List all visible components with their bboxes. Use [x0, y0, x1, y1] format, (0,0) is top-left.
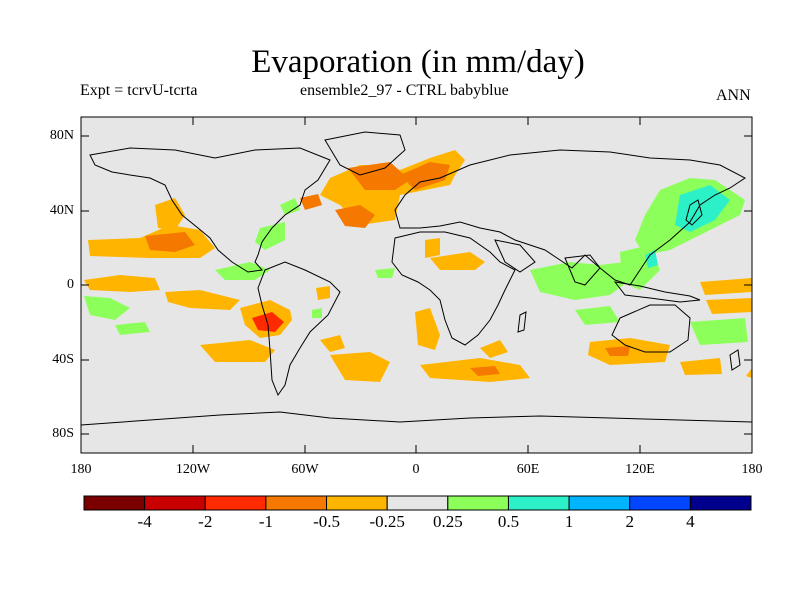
- colorbar-swatch: [83, 495, 146, 511]
- colorbar-swatch: [507, 495, 570, 511]
- colorbar-label: -4: [137, 512, 152, 531]
- lon-label-120e: 120E: [625, 462, 655, 477]
- colorbar: [83, 495, 752, 511]
- colorbar-label: 0.5: [497, 512, 520, 531]
- page-title: Evaporation (in mm/day): [251, 44, 585, 80]
- colorbar-label: -2: [198, 512, 213, 531]
- colorbar-swatch: [144, 495, 206, 511]
- lon-label-180e: 180: [741, 462, 763, 477]
- axis-ticks: [81, 117, 752, 453]
- colorbar-swatch: [265, 495, 328, 511]
- lon-label-60w: 60W: [291, 462, 319, 477]
- lat-label-40s: 40S: [52, 352, 74, 367]
- lon-label-0: 0: [412, 462, 420, 477]
- season-label: ANN: [716, 87, 751, 104]
- colorbar-swatch: [568, 495, 631, 511]
- colorbar-label: 0.25: [432, 512, 463, 531]
- lat-label-eq: 0: [67, 277, 74, 292]
- colorbar-label: -1: [258, 512, 273, 531]
- experiment-label: Expt = tcrvU-tcrta: [80, 82, 198, 99]
- lat-label-40n: 40N: [49, 203, 74, 218]
- negative-anomaly-patches: [84, 150, 752, 382]
- colorbar-label: 1: [564, 512, 574, 531]
- colorbar-label: 4: [686, 512, 695, 531]
- positive-anomaly-patches: [84, 178, 748, 345]
- lon-label-120w: 120W: [175, 462, 211, 477]
- colorbar-swatch: [447, 495, 509, 511]
- lon-label-60e: 60E: [516, 462, 540, 477]
- lat-label-80s: 80S: [52, 426, 74, 441]
- colorbar-label: 2: [625, 512, 634, 531]
- coastlines: [80, 131, 753, 426]
- colorbar-swatch: [629, 495, 691, 511]
- ensemble-label: ensemble2_97 - CTRL babyblue: [300, 82, 509, 99]
- lon-label-180w: 180: [70, 462, 92, 477]
- colorbar-swatch: [204, 495, 267, 511]
- colorbar-swatch: [386, 495, 449, 511]
- colorbar-swatch: [689, 495, 752, 511]
- colorbar-swatch: [326, 495, 388, 511]
- colorbar-label: -0.25: [369, 512, 405, 531]
- lat-label-80n: 80N: [49, 128, 74, 143]
- colorbar-label: -0.5: [313, 512, 340, 531]
